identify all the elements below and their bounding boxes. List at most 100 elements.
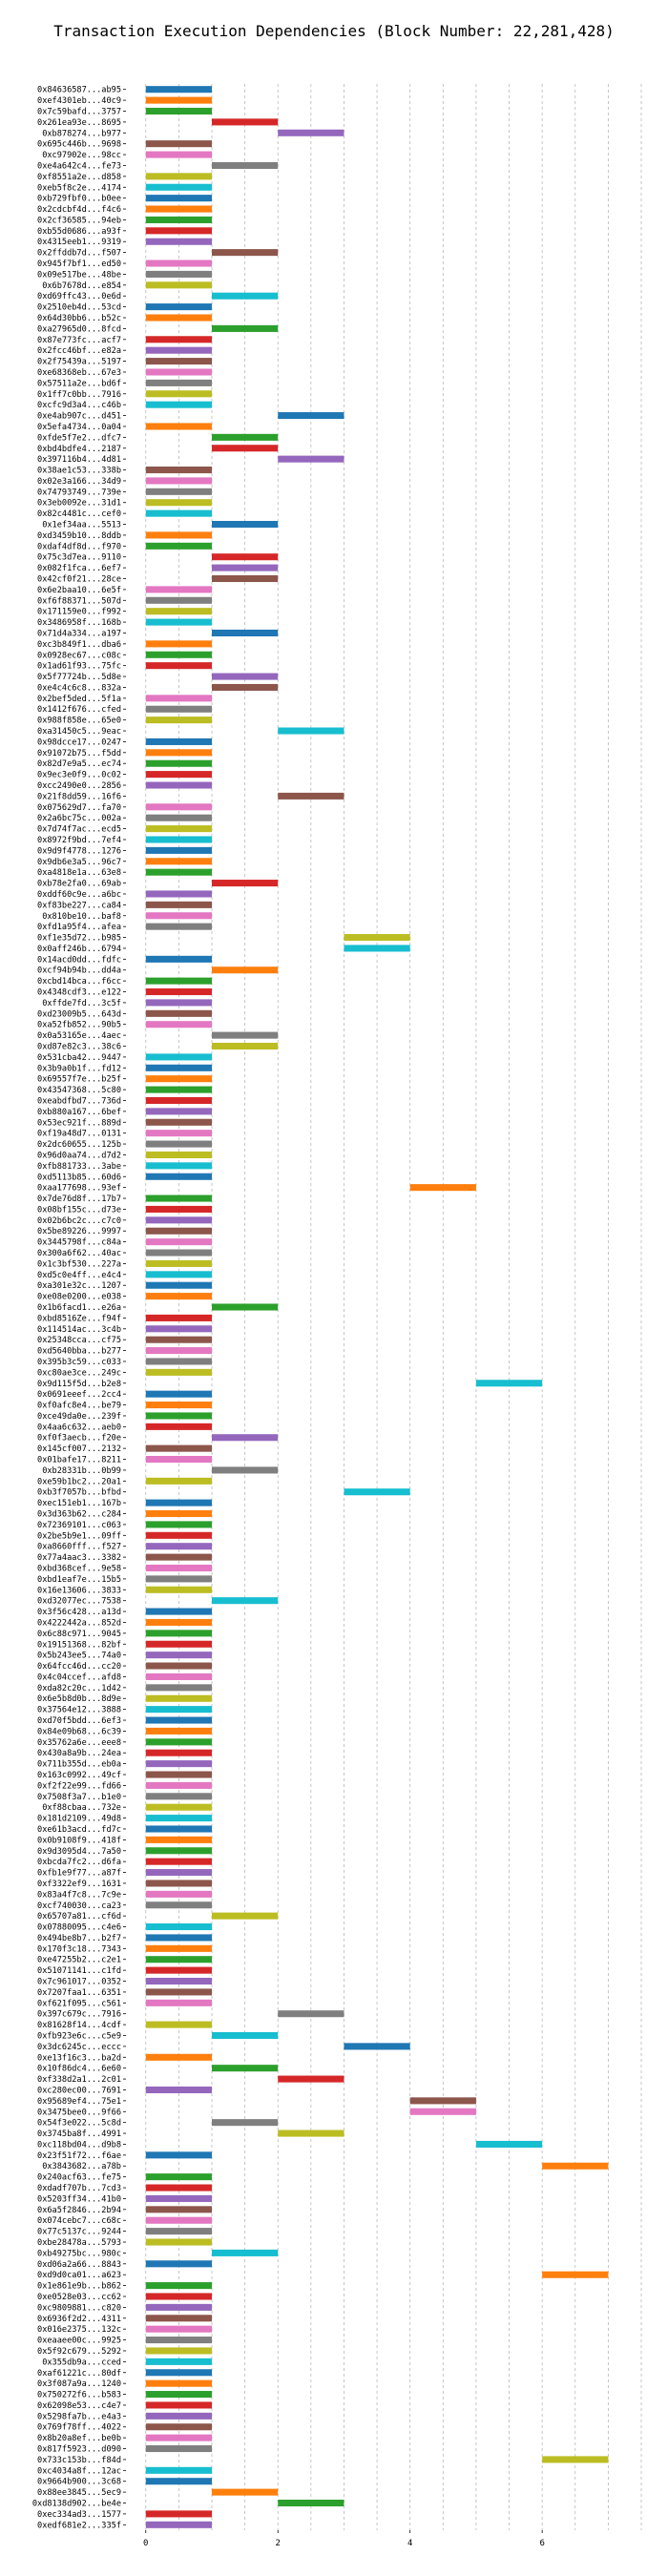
transaction-bar (145, 1140, 212, 1148)
transaction-bar (145, 596, 212, 604)
transaction-bar (145, 477, 212, 485)
transaction-bar (145, 1977, 212, 1985)
transaction-label: 0x2cf36585...94eb (37, 216, 121, 225)
transaction-label: 0x3486958f...168b (37, 618, 121, 628)
transaction-label: 0x5b243ee5...74a0 (37, 1652, 121, 1661)
transaction-label: 0xa27965d0...8fcd (37, 324, 121, 334)
transaction-label: 0xeabdfbd7...736d (37, 1096, 121, 1106)
transaction-label: 0x7207faa1...6351 (37, 1988, 121, 1998)
transaction-label: 0xcfc9d3a4...c46b (37, 401, 121, 410)
transaction-bar (344, 945, 410, 952)
transaction-bar (145, 1553, 212, 1561)
transaction-label: 0x84e09b68...6c39 (37, 1727, 121, 1736)
transaction-bar (145, 358, 212, 365)
transaction-label: 0xeaaee00c...9925 (37, 2337, 121, 2346)
transaction-label: 0x181d2109...49d8 (37, 1815, 121, 1824)
transaction-bar (145, 814, 212, 821)
transaction-bar (145, 1477, 212, 1485)
transaction-bar (212, 118, 279, 126)
transaction-bar (145, 1944, 212, 1952)
transaction-label: 0xbe28478a...5793 (37, 2238, 121, 2248)
transaction-bar (145, 2260, 212, 2268)
transaction-bar (145, 1890, 212, 1898)
transaction-bar (278, 2010, 344, 2018)
transaction-bar (145, 1738, 212, 1746)
transaction-label: 0x02b6bc2c...c7c0 (37, 1216, 121, 1226)
transaction-label: 0xb49275bc...980c (37, 2249, 121, 2258)
transaction-label: 0x95689ef4...75e1 (37, 2097, 121, 2107)
transaction-bar (145, 1901, 212, 1909)
transaction-label: 0x430a8a9b...24ea (37, 1749, 121, 1758)
transaction-label: 0x3445798f...c84a (37, 1238, 121, 1248)
transaction-label: 0xe08e0200...e038 (37, 1293, 121, 1302)
transaction-bar (145, 2173, 212, 2181)
transaction-bar (145, 1869, 212, 1877)
transaction-bar (145, 542, 212, 550)
transaction-bar (212, 673, 279, 680)
transaction-label: 0xfb1e9f77...a87f (37, 1869, 121, 1879)
transaction-bar (145, 868, 212, 876)
transaction-bar (145, 390, 212, 398)
transaction-label: 0x02e3a166...34d9 (37, 477, 121, 487)
transaction-bar (145, 662, 212, 670)
transaction-label: 0xec334ad3...1577 (37, 2510, 121, 2520)
transaction-bar (145, 1934, 212, 1942)
transaction-label: 0xcf740030...ca23 (37, 1901, 121, 1911)
transaction-label: 0x5be89226...9997 (37, 1227, 121, 1236)
transaction-bar (409, 2108, 476, 2115)
transaction-bar (212, 1031, 279, 1039)
transaction-label: 0x395b3c59...c033 (37, 1358, 121, 1367)
transaction-bar (145, 1173, 212, 1180)
transaction-label: 0x16e13606...3833 (37, 1586, 121, 1595)
chart-title: Transaction Execution Dependencies (Bloc… (53, 22, 615, 40)
transaction-label: 0x35762a6e...eee8 (37, 1738, 121, 1748)
transaction-label: 0xe61b3acd...fd7c (37, 1825, 121, 1835)
transaction-label: 0x75c3d7ea...9110 (37, 553, 121, 563)
transaction-label: 0x6a5f2846...2b94 (37, 2206, 121, 2215)
transaction-label: 0xc97902e...98cc (42, 151, 121, 160)
transaction-label: 0x98dcce17...0247 (37, 737, 121, 747)
transaction-bar (145, 640, 212, 648)
transaction-label: 0x77c5137c...9244 (37, 2228, 121, 2237)
transaction-label: 0x4348cdf3...e122 (37, 988, 121, 998)
transaction-label: 0xfb881733...3abe (37, 1162, 121, 1172)
transaction-label: 0x1e861e9b...b862 (37, 2282, 121, 2292)
transaction-label: 0xd5113b85...60d6 (37, 1173, 121, 1182)
transaction-label: 0x3475bee0...9f66 (37, 2108, 121, 2117)
transaction-bar (145, 618, 212, 626)
transaction-bar (145, 346, 212, 354)
transaction-label: 0xa8660fff...f527 (37, 1543, 121, 1552)
transaction-bar (145, 260, 212, 267)
transaction-bar (145, 531, 212, 539)
transaction-bar (145, 836, 212, 843)
transaction-bar (212, 1597, 279, 1605)
transaction-bar (145, 1009, 212, 1017)
transaction-label: 0xa52fb852...90b5 (37, 1021, 121, 1030)
transaction-bar (145, 705, 212, 713)
transaction-bar (145, 1630, 212, 1637)
transaction-bar (278, 2075, 344, 2083)
transaction-label: 0xd87e82c3...38c6 (37, 1043, 121, 1052)
transaction-bar (145, 1672, 212, 1680)
transaction-bar (145, 423, 212, 430)
transaction-bar (145, 2445, 212, 2453)
transaction-bar (212, 2249, 279, 2256)
transaction-label: 0xbd8516Ze...f94f (37, 1314, 121, 1323)
transaction-bar (145, 2337, 212, 2344)
transaction-label: 0x4aa6c632...aeb0 (37, 1423, 121, 1432)
transaction-label: 0x42cf0f21...28ce (37, 574, 121, 584)
transaction-label: 0xe13f16c3...ba2d (37, 2053, 121, 2063)
transaction-bar (145, 2358, 212, 2365)
transaction-label: 0xbd1eaf7e...15b5 (37, 1575, 121, 1585)
transaction-label: 0x016e2375...132c (37, 2325, 121, 2335)
transaction-bar (145, 1195, 212, 1202)
transaction-bar (212, 553, 279, 561)
transaction-bar (145, 955, 212, 963)
transaction-bar (145, 2053, 212, 2061)
transaction-label: 0xb878274...b977 (42, 129, 121, 138)
transaction-bar (212, 966, 279, 974)
transaction-bar (145, 270, 212, 278)
transaction-bar (145, 749, 212, 757)
transaction-label: 0x9db6e3a5...96c7 (37, 858, 121, 867)
